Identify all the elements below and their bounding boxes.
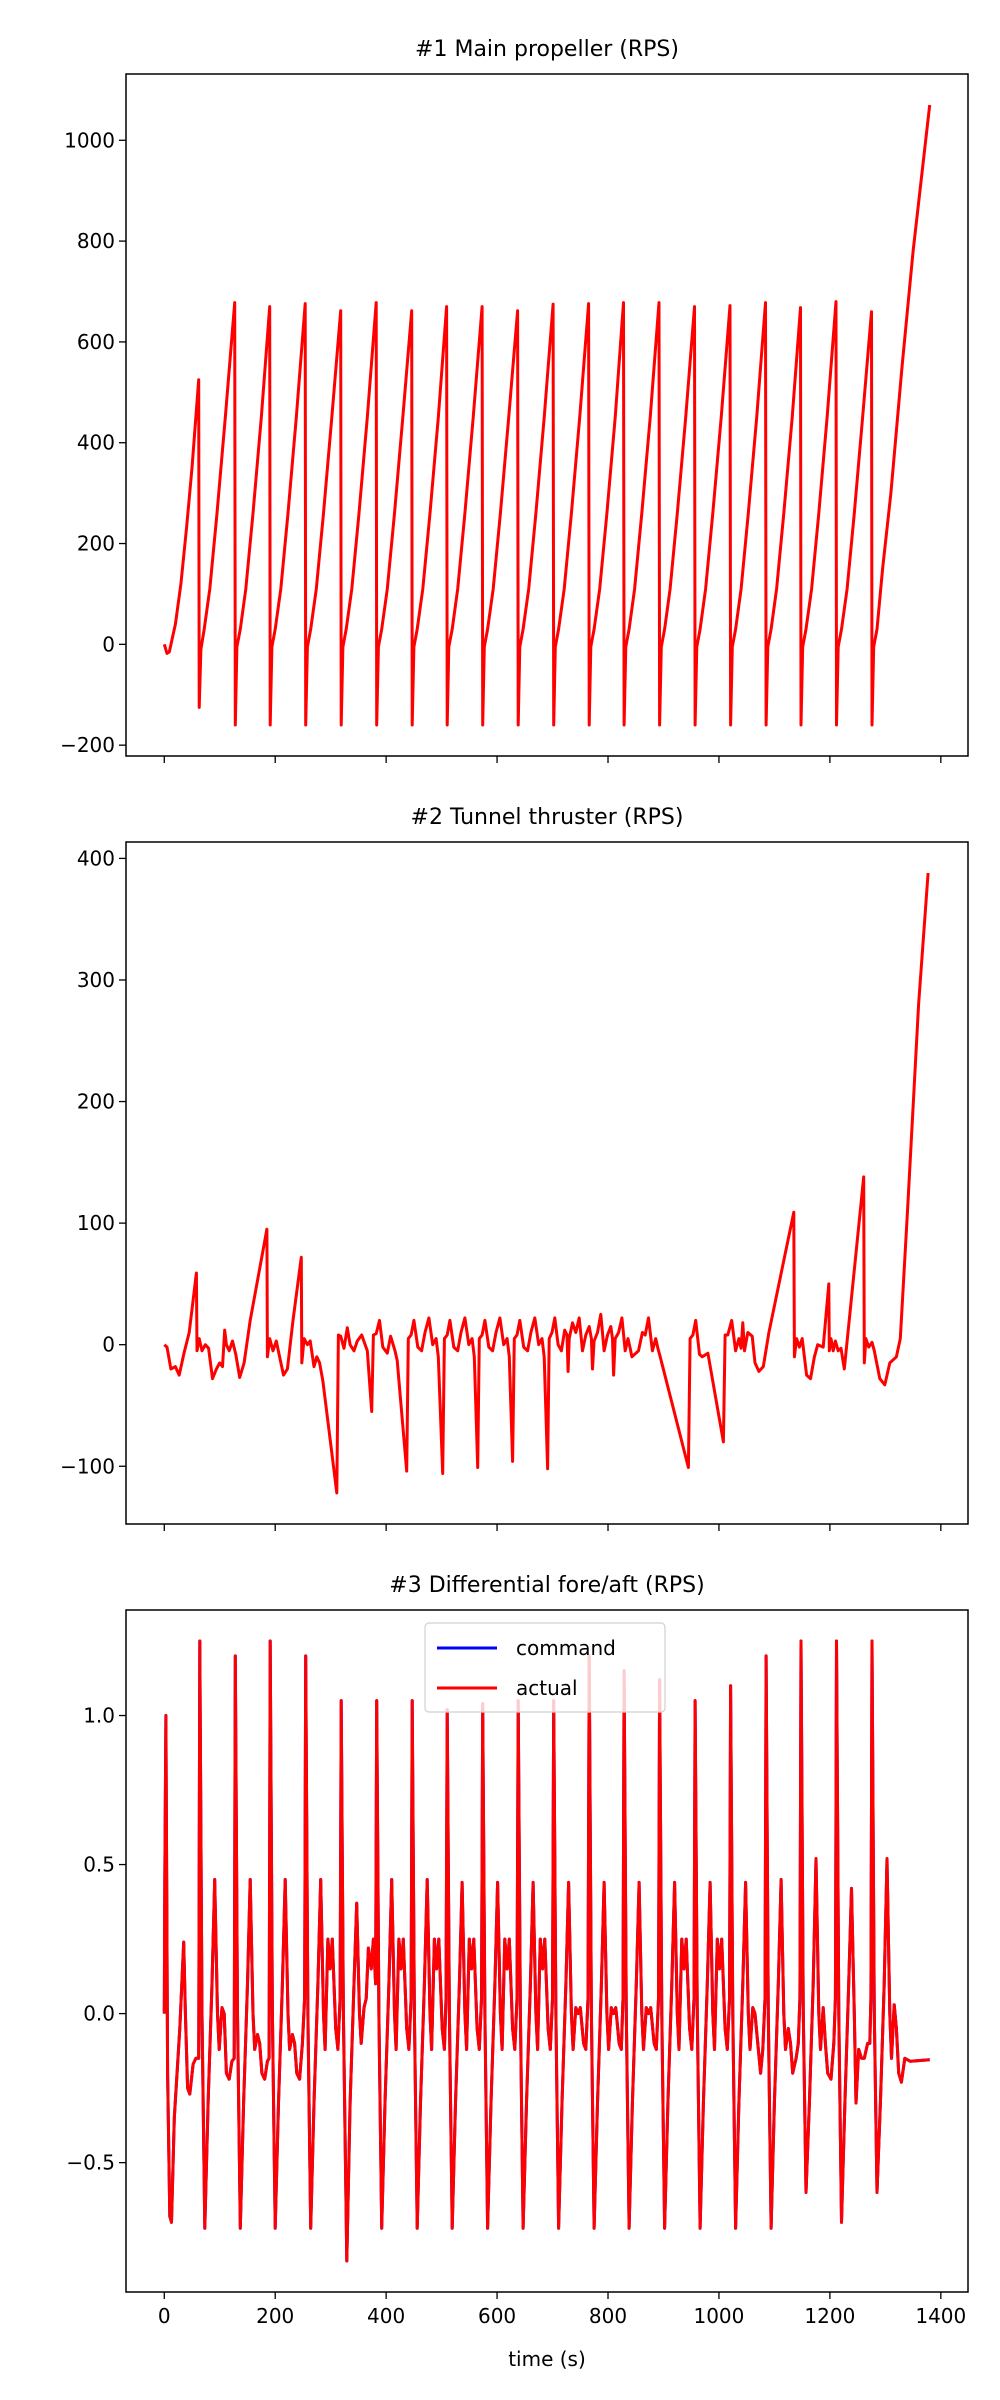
panel-title: #1 Main propeller (RPS) (415, 37, 679, 62)
panel-differential-fore-aft: #3 Differential fore/aft (RPS) time (s) … (66, 1573, 969, 2371)
y-tick-label: 1000 (64, 128, 115, 152)
y-tick-label: 200 (77, 532, 115, 556)
axes-frame (125, 841, 969, 1525)
data-line (163, 872, 930, 1495)
y-tick-label: 300 (77, 968, 115, 992)
y-tick-label: 0 (102, 632, 115, 656)
axes-frame (125, 1609, 969, 2293)
panel-title: #3 Differential fore/aft (RPS) (389, 1573, 704, 1598)
y-tick-label: 600 (77, 330, 115, 354)
y-tick-label: 400 (77, 431, 115, 455)
legend: command actual (424, 1622, 666, 1713)
actual-line (162, 1639, 930, 2263)
data-line (162, 104, 932, 727)
x-tick-label: 0 (158, 2304, 171, 2328)
panel-main-propeller: #1 Main propeller (RPS) −200 0 200 400 600 80… (60, 37, 969, 763)
x-axis-label: time (s) (508, 2347, 586, 2371)
y-tick-label: −100 (60, 1454, 115, 1478)
x-tick-label: 600 (478, 2304, 516, 2328)
y-tick-label: 200 (77, 1090, 115, 1114)
legend-label-command: command (516, 1636, 616, 1660)
y-tick-label: −0.5 (66, 2151, 115, 2175)
y-tick-label: 800 (77, 229, 115, 253)
y-tick-label: 0 (102, 1333, 115, 1357)
x-tick-label: 400 (367, 2304, 405, 2328)
x-tick-label: 1200 (804, 2304, 855, 2328)
y-tick-label: 0.5 (83, 1853, 115, 1877)
legend-label-actual: actual (516, 1676, 578, 1700)
y-tick-label: 100 (77, 1211, 115, 1235)
axes-frame (125, 73, 969, 757)
y-tick-label: 400 (77, 846, 115, 870)
y-tick-label: 1.0 (83, 1704, 115, 1728)
x-tick-label: 800 (589, 2304, 627, 2328)
legend-box (424, 1622, 666, 1713)
x-tick-label: 1400 (915, 2304, 966, 2328)
x-tick-label: 1000 (693, 2304, 744, 2328)
panel-title: #2 Tunnel thruster (RPS) (411, 805, 684, 830)
y-tick-label: 0.0 (83, 2002, 115, 2026)
y-tick-label: −200 (60, 733, 115, 757)
panel-tunnel-thruster: #2 Tunnel thruster (RPS) −100 0 100 200 300 4… (60, 805, 969, 1531)
x-tick-label: 200 (256, 2304, 294, 2328)
